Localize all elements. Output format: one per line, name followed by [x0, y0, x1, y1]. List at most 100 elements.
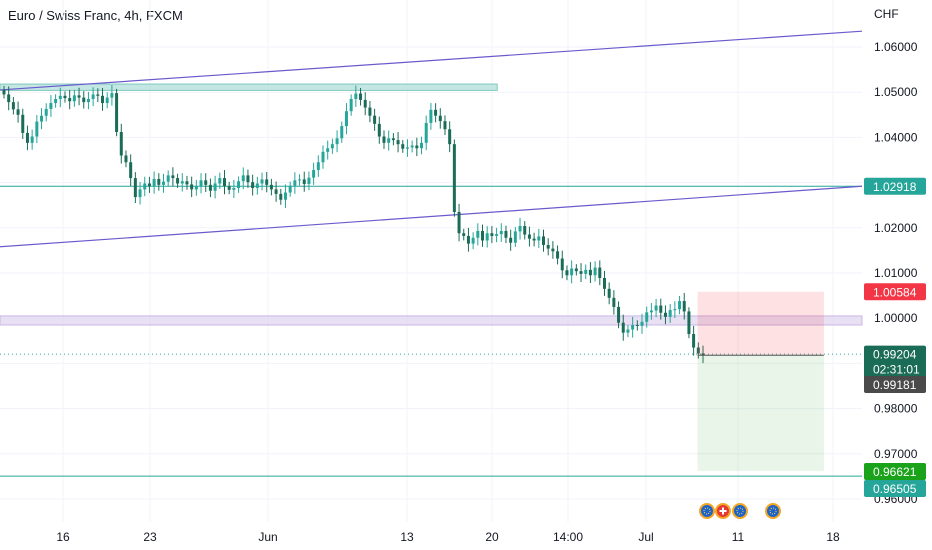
candle-body: [434, 109, 438, 116]
candle-body: [692, 334, 696, 348]
candle-body: [91, 94, 95, 99]
stop-loss-zone: [697, 291, 824, 356]
candle-body: [509, 237, 513, 243]
candle-body: [617, 306, 621, 323]
price-tag-label: 0.99181: [873, 378, 917, 392]
candle-body: [119, 131, 123, 156]
x-tick-label: 14:00: [553, 530, 583, 544]
candle-body: [63, 95, 67, 99]
x-tick-label: Jun: [258, 530, 277, 544]
candle-body: [101, 95, 105, 104]
candle-body: [570, 268, 574, 276]
candle-body: [602, 277, 606, 289]
cross-bar: [722, 507, 724, 515]
candle-body: [176, 178, 180, 184]
candle-body: [565, 270, 569, 276]
candle-body: [199, 180, 203, 187]
candle-body: [344, 111, 348, 127]
price-tag: [864, 177, 926, 195]
candle-body: [438, 115, 442, 122]
candle-body: [424, 122, 428, 143]
candle-body: [222, 178, 226, 187]
x-tick-label: 11: [732, 530, 745, 544]
candle-body: [654, 305, 658, 311]
candle-body: [232, 188, 236, 190]
price-tag: [864, 480, 926, 497]
candle-body: [635, 324, 639, 326]
candle-body: [340, 126, 344, 139]
candle-body: [96, 94, 100, 96]
candle-body: [49, 103, 53, 109]
candle-body: [678, 301, 682, 310]
candle-body: [68, 98, 72, 102]
candle-body: [58, 95, 62, 99]
x-tick-label: 18: [826, 530, 840, 544]
candle-body: [7, 94, 11, 103]
candle-body: [86, 98, 90, 103]
candle-body: [556, 251, 560, 259]
candle-body: [255, 183, 259, 189]
candle-body: [640, 321, 644, 326]
x-tick-label: 23: [143, 530, 157, 544]
candle-body: [645, 312, 649, 322]
stars-ring: [736, 507, 744, 515]
candle-body: [551, 248, 555, 252]
candle-body: [11, 102, 15, 110]
candle-body: [237, 181, 241, 189]
candle-body: [420, 142, 424, 149]
candle-body: [298, 179, 302, 181]
y-tick-label: 1.01000: [874, 266, 918, 280]
candle-body: [668, 310, 672, 317]
candle-body: [44, 108, 48, 116]
candle-body: [162, 181, 166, 185]
candle-body: [115, 93, 119, 132]
candle-body: [396, 140, 400, 145]
candle-body: [368, 107, 372, 116]
candle-body: [133, 178, 137, 198]
candle-body: [579, 271, 583, 274]
candle-body: [377, 123, 381, 137]
candle-body: [138, 189, 142, 198]
candle-body: [293, 180, 297, 186]
stars-ring: [769, 507, 777, 515]
candle-body: [588, 269, 592, 276]
candle-body: [523, 225, 527, 235]
candle-body: [598, 267, 602, 278]
flag-eu-icon: [732, 503, 748, 519]
candle-body: [584, 269, 588, 274]
candle-body: [204, 180, 208, 185]
y-tick-label: 1.02000: [874, 221, 918, 235]
candle-body: [471, 237, 475, 244]
flag-ch-icon: [715, 503, 731, 519]
take-profit-zone: [697, 355, 824, 471]
candle-body: [481, 230, 485, 241]
candle-body: [241, 175, 245, 182]
candle-body: [349, 98, 353, 112]
candle-body: [194, 186, 198, 190]
candle-body: [105, 97, 109, 104]
price-tag: [864, 463, 926, 480]
price-axis-currency: CHF: [874, 7, 899, 21]
candle-body: [682, 301, 686, 312]
x-tick-label: Jul: [638, 530, 653, 544]
trend-line: [0, 185, 863, 248]
price-tag-label: 1.00584: [873, 285, 917, 299]
candle-body: [124, 155, 128, 163]
y-tick-label: 1.00000: [874, 311, 918, 325]
candle-body: [687, 311, 691, 335]
candle-body: [518, 225, 522, 232]
candle-body: [532, 238, 536, 241]
y-tick-label: 1.05000: [874, 85, 918, 99]
candle-body: [593, 267, 597, 276]
candle-body: [696, 347, 700, 354]
candle-body: [546, 244, 550, 249]
candle-body: [429, 109, 433, 123]
candle-body: [541, 236, 545, 245]
candle-body: [626, 329, 630, 333]
flag-eu-icon: [765, 503, 781, 519]
candle-body: [462, 233, 466, 236]
candle-body: [180, 181, 184, 184]
candle-body: [251, 182, 255, 189]
candle-body: [16, 109, 20, 115]
